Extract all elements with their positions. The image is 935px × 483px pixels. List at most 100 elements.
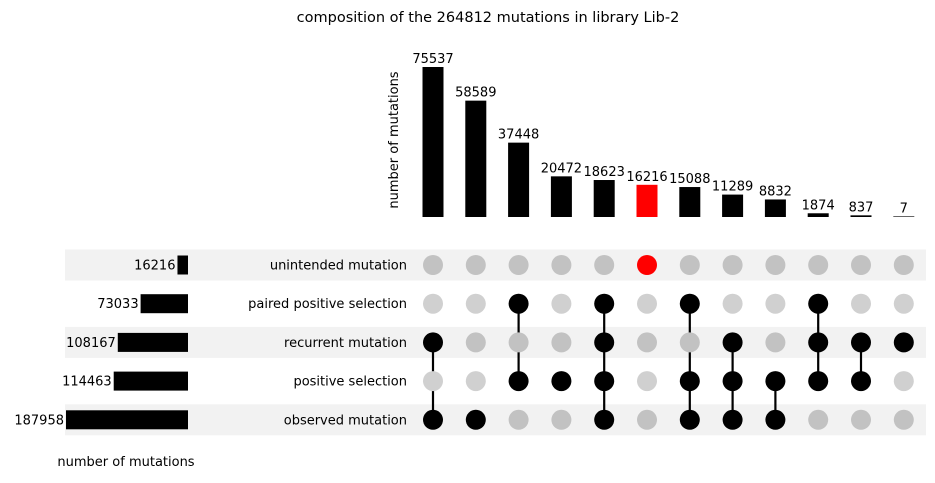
membership-dot-inactive bbox=[851, 255, 871, 275]
set-size-value: 114463 bbox=[62, 375, 112, 390]
membership-dot-inactive bbox=[551, 293, 572, 314]
membership-dot-inactive bbox=[423, 371, 443, 392]
membership-dot-inactive bbox=[893, 409, 914, 430]
row-stripe bbox=[65, 404, 926, 436]
membership-dot-active bbox=[722, 332, 743, 353]
membership-dot-inactive bbox=[851, 293, 871, 314]
membership-dot-inactive bbox=[465, 255, 486, 275]
membership-dot-active bbox=[808, 332, 829, 353]
set-size-value: 108167 bbox=[66, 336, 116, 351]
membership-dot-inactive bbox=[893, 371, 914, 392]
set-size-bar bbox=[113, 371, 188, 391]
chart-title: composition of the 264812 mutations in l… bbox=[297, 10, 680, 26]
membership-dot-active bbox=[765, 409, 786, 430]
set-name-label: paired positive selection bbox=[248, 297, 407, 312]
membership-dot-inactive bbox=[551, 332, 572, 353]
row-stripe bbox=[65, 326, 926, 358]
membership-dot-active bbox=[508, 293, 529, 314]
set-size-axis-label: number of mutations bbox=[57, 455, 194, 470]
membership-dot-active bbox=[808, 293, 829, 314]
membership-dot-active bbox=[851, 371, 871, 392]
intersection-bar bbox=[850, 215, 872, 217]
membership-dot-active bbox=[722, 409, 743, 430]
membership-dot-active bbox=[508, 371, 529, 392]
set-size-bar bbox=[177, 255, 188, 275]
membership-dot-active bbox=[594, 332, 615, 353]
membership-dot-inactive bbox=[637, 293, 657, 314]
membership-dot-active bbox=[808, 371, 829, 392]
set-size-bar bbox=[117, 332, 188, 352]
membership-dot-active bbox=[423, 332, 443, 353]
membership-dot-inactive bbox=[808, 409, 829, 430]
intersection-value-label: 20472 bbox=[541, 161, 582, 176]
intersection-value-label: 75537 bbox=[412, 52, 453, 67]
membership-dot-inactive bbox=[765, 255, 786, 275]
intersection-bar bbox=[422, 67, 444, 217]
membership-dot-inactive bbox=[637, 409, 657, 430]
intersection-bar bbox=[508, 142, 530, 217]
membership-dot-active bbox=[679, 409, 700, 430]
intersection-value-label: 18623 bbox=[584, 165, 625, 180]
membership-dot-inactive bbox=[637, 332, 657, 353]
membership-dot-inactive bbox=[851, 409, 871, 430]
intersection-bar bbox=[722, 194, 744, 217]
membership-dot-active bbox=[637, 255, 657, 275]
membership-dot-active bbox=[594, 409, 615, 430]
set-name-label: recurrent mutation bbox=[284, 336, 407, 351]
membership-dot-inactive bbox=[679, 332, 700, 353]
membership-dot-inactive bbox=[722, 293, 743, 314]
membership-dot-active bbox=[423, 409, 443, 430]
membership-dot-inactive bbox=[465, 371, 486, 392]
membership-dot-inactive bbox=[765, 332, 786, 353]
membership-dot-inactive bbox=[465, 332, 486, 353]
membership-dot-inactive bbox=[508, 409, 529, 430]
set-size-bar bbox=[140, 294, 188, 314]
membership-dot-active bbox=[551, 371, 572, 392]
membership-dot-inactive bbox=[423, 293, 443, 314]
membership-dot-inactive bbox=[551, 255, 572, 275]
intersection-value-label: 8832 bbox=[759, 184, 792, 199]
membership-dot-inactive bbox=[594, 255, 615, 275]
membership-dot-inactive bbox=[679, 255, 700, 275]
membership-dot-active bbox=[765, 371, 786, 392]
membership-dot-inactive bbox=[893, 255, 914, 275]
membership-dot-active bbox=[893, 332, 914, 353]
intersection-axis-label: number of mutations bbox=[387, 71, 402, 208]
membership-dot-inactive bbox=[508, 332, 529, 353]
intersection-bar bbox=[550, 176, 572, 217]
intersection-value-label: 15088 bbox=[669, 172, 710, 187]
membership-dot-active bbox=[594, 293, 615, 314]
set-size-value: 187958 bbox=[14, 413, 64, 428]
intersection-value-label: 837 bbox=[849, 200, 874, 215]
membership-dot-inactive bbox=[551, 409, 572, 430]
membership-dot-active bbox=[679, 371, 700, 392]
membership-dot-inactive bbox=[765, 293, 786, 314]
membership-dot-inactive bbox=[808, 255, 829, 275]
set-size-value: 73033 bbox=[97, 297, 138, 312]
intersection-bar bbox=[465, 100, 487, 217]
set-size-bar bbox=[66, 410, 188, 430]
intersection-bar bbox=[764, 199, 786, 217]
intersection-value-label: 58589 bbox=[455, 86, 496, 101]
intersection-bar bbox=[679, 187, 701, 217]
membership-dot-active bbox=[851, 332, 871, 353]
membership-dot-active bbox=[722, 371, 743, 392]
membership-dot-inactive bbox=[423, 255, 443, 275]
membership-dot-inactive bbox=[893, 293, 914, 314]
membership-dot-inactive bbox=[465, 293, 486, 314]
intersection-bar bbox=[636, 184, 658, 217]
set-size-value: 16216 bbox=[134, 259, 175, 274]
intersection-bar bbox=[807, 213, 829, 217]
membership-dot-inactive bbox=[722, 255, 743, 275]
membership-dot-inactive bbox=[637, 371, 657, 392]
intersection-value-label: 7 bbox=[900, 201, 908, 216]
set-name-label: observed mutation bbox=[284, 413, 407, 428]
intersection-value-label: 11289 bbox=[712, 180, 753, 195]
intersection-bar bbox=[893, 216, 915, 217]
membership-dot-inactive bbox=[508, 255, 529, 275]
membership-dot-active bbox=[594, 371, 615, 392]
intersection-value-label: 1874 bbox=[802, 198, 835, 213]
set-name-label: positive selection bbox=[293, 375, 407, 390]
membership-dot-active bbox=[465, 409, 486, 430]
